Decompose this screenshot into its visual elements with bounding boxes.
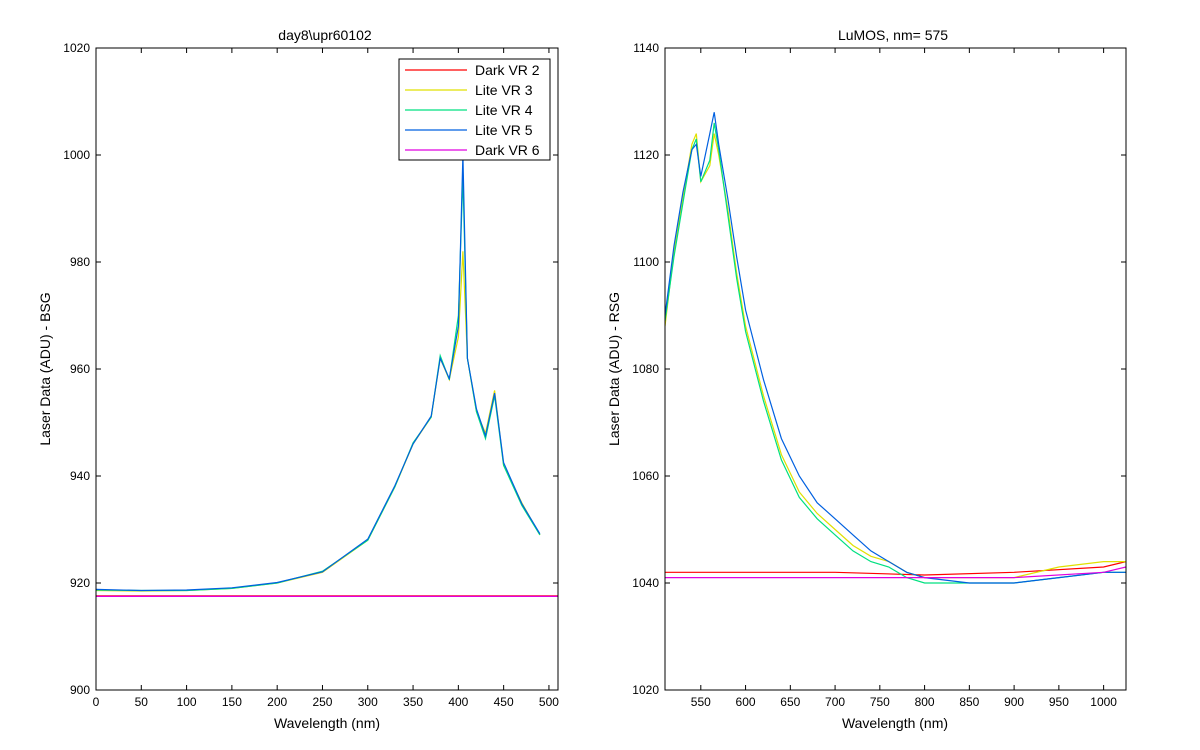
left-plot: day8\upr60102 0 50 100 150 200 250 300 350 400 45… — [37, 27, 559, 731]
right-plot-y-tick-label: 1080 — [632, 362, 659, 376]
right-plot-y-tick-label: 1120 — [633, 148, 659, 162]
right-plot-x-tick-label: 700 — [825, 695, 845, 709]
right-plot-x-axis-label: Wavelength (nm) — [842, 715, 948, 731]
right-plot-series-lite-vr-5 — [665, 112, 1126, 584]
left-plot-legend-label-dark-vr-6: Dark VR 6 — [475, 142, 540, 158]
left-plot-ticks: 0 50 100 150 200 250 300 350 400 450 500 900 920 940 9… — [63, 41, 559, 709]
left-plot-x-tick-label: 300 — [358, 695, 378, 709]
left-plot-legend-label-lite-vr-3: Lite VR 3 — [475, 82, 533, 98]
left-plot-x-tick-label: 250 — [312, 695, 332, 709]
left-plot-legend-label-lite-vr-4: Lite VR 4 — [475, 102, 533, 118]
left-plot-x-tick-label: 0 — [93, 695, 100, 709]
left-plot-x-tick-label: 200 — [267, 695, 287, 709]
right-plot-series-dark-vr-2 — [665, 561, 1126, 576]
left-plot-x-axis-label: Wavelength (nm) — [274, 715, 380, 731]
left-plot-legend-label-dark-vr-2: Dark VR 2 — [475, 62, 540, 78]
left-plot-y-tick-label: 1020 — [63, 41, 90, 55]
right-plot-y-tick-label: 1060 — [632, 469, 659, 483]
left-plot-series-layer — [96, 154, 558, 598]
left-plot-x-tick-label: 500 — [539, 695, 559, 709]
right-plot-series-layer — [665, 112, 1126, 584]
left-plot-legend-label-lite-vr-5: Lite VR 5 — [475, 122, 533, 138]
right-plot-ticks: 550 600 650 700 750 800 850 900 950 1000 1020 1040 1… — [632, 41, 1126, 709]
right-plot-y-tick-label: 1020 — [632, 683, 659, 697]
left-plot-x-tick-label: 150 — [222, 695, 242, 709]
right-plot-x-tick-label: 750 — [870, 695, 890, 709]
right-plot-x-tick-label: 800 — [915, 695, 935, 709]
right-plot-x-tick-label: 550 — [691, 695, 711, 709]
right-plot-x-tick-label: 600 — [736, 695, 756, 709]
right-plot-y-tick-label: 1040 — [632, 576, 659, 590]
right-plot-y-axis-label: Laser Data (ADU) - RSG — [606, 292, 622, 446]
left-plot-y-axis-label: Laser Data (ADU) - BSG — [37, 292, 53, 445]
left-plot-x-tick-label: 50 — [135, 695, 149, 709]
left-plot-y-tick-label: 980 — [70, 255, 90, 269]
right-plot-series-dark-vr-6 — [665, 566, 1126, 579]
left-plot-legend: Dark VR 2 Lite VR 3 Lite VR 4 Lite VR 5 Dark… — [398, 58, 551, 161]
right-plot-title: LuMOS, nm= 575 — [838, 27, 948, 43]
left-plot-y-tick-label: 900 — [70, 683, 90, 697]
left-plot-y-tick-label: 940 — [70, 469, 90, 483]
left-plot-title: day8\upr60102 — [278, 27, 372, 43]
right-plot-x-tick-label: 650 — [780, 695, 800, 709]
right-plot-y-tick-label: 1100 — [633, 255, 659, 269]
left-plot-x-tick-label: 100 — [177, 695, 197, 709]
right-plot-x-tick-label: 850 — [959, 695, 979, 709]
right-plot: LuMOS, nm= 575 550 600 650 700 750 800 850 900 9… — [606, 27, 1127, 731]
left-plot-x-tick-label: 450 — [494, 695, 514, 709]
left-plot-y-tick-label: 960 — [70, 362, 90, 376]
right-plot-x-tick-label: 1000 — [1090, 695, 1117, 709]
right-plot-x-tick-label: 950 — [1049, 695, 1069, 709]
left-plot-x-tick-label: 400 — [448, 695, 468, 709]
left-plot-series-lite-vr-5 — [96, 154, 541, 592]
right-plot-x-tick-label: 900 — [1004, 695, 1024, 709]
left-plot-y-tick-label: 1000 — [63, 148, 90, 162]
left-plot-x-tick-label: 350 — [403, 695, 423, 709]
left-plot-y-tick-label: 920 — [70, 576, 90, 590]
right-plot-y-tick-label: 1140 — [633, 41, 659, 55]
